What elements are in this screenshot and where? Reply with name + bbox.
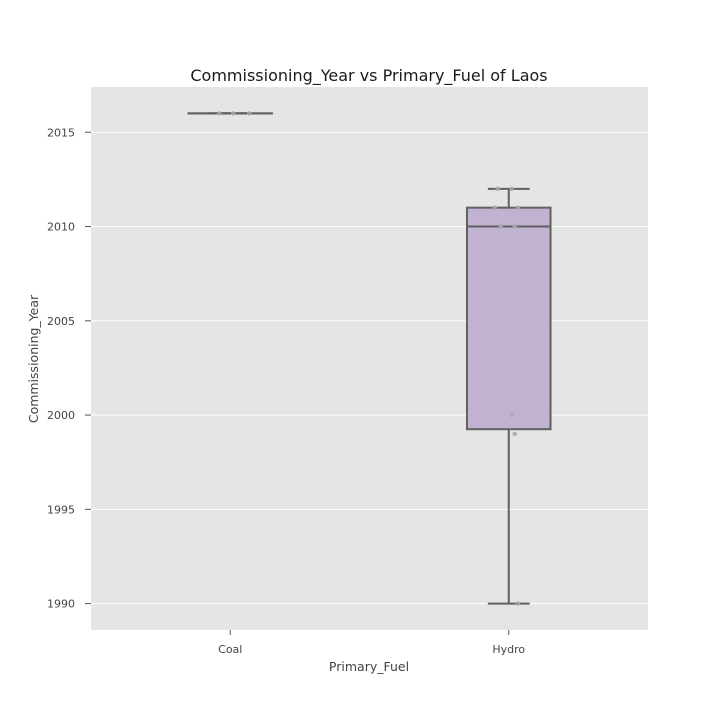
- data-point-hydro: [515, 601, 520, 606]
- data-point-coal: [217, 111, 222, 116]
- plot-area: [91, 87, 648, 630]
- x-tick-label-hydro: Hydro: [492, 643, 525, 656]
- chart-title: Commissioning_Year vs Primary_Fuel of La…: [190, 66, 547, 86]
- data-point-hydro: [512, 432, 517, 437]
- y-tick-label-2010: 2010: [47, 221, 75, 234]
- x-tick-label-coal: Coal: [218, 643, 242, 656]
- y-tick-label-2000: 2000: [47, 409, 75, 422]
- data-point-hydro: [515, 205, 520, 210]
- y-tick-label-2015: 2015: [47, 126, 75, 139]
- data-point-hydro: [495, 187, 500, 192]
- data-point-hydro: [492, 205, 497, 210]
- y-axis-ticks: 1990 1995 2000 2005 2010 2015: [47, 126, 91, 610]
- data-point-hydro: [509, 413, 514, 418]
- x-axis-label: Primary_Fuel: [329, 659, 409, 674]
- data-point-coal: [247, 111, 252, 116]
- box-body: [467, 208, 551, 430]
- y-tick-label-1990: 1990: [47, 598, 75, 611]
- data-point-hydro: [498, 224, 503, 229]
- x-axis-ticks: Coal Hydro: [218, 630, 525, 656]
- y-tick-label-2005: 2005: [47, 315, 75, 328]
- data-point-hydro: [512, 224, 517, 229]
- data-point-coal: [231, 111, 236, 116]
- data-point-hydro: [509, 187, 514, 192]
- y-axis-label: Commissioning_Year: [26, 294, 41, 423]
- y-tick-label-1995: 1995: [47, 503, 75, 516]
